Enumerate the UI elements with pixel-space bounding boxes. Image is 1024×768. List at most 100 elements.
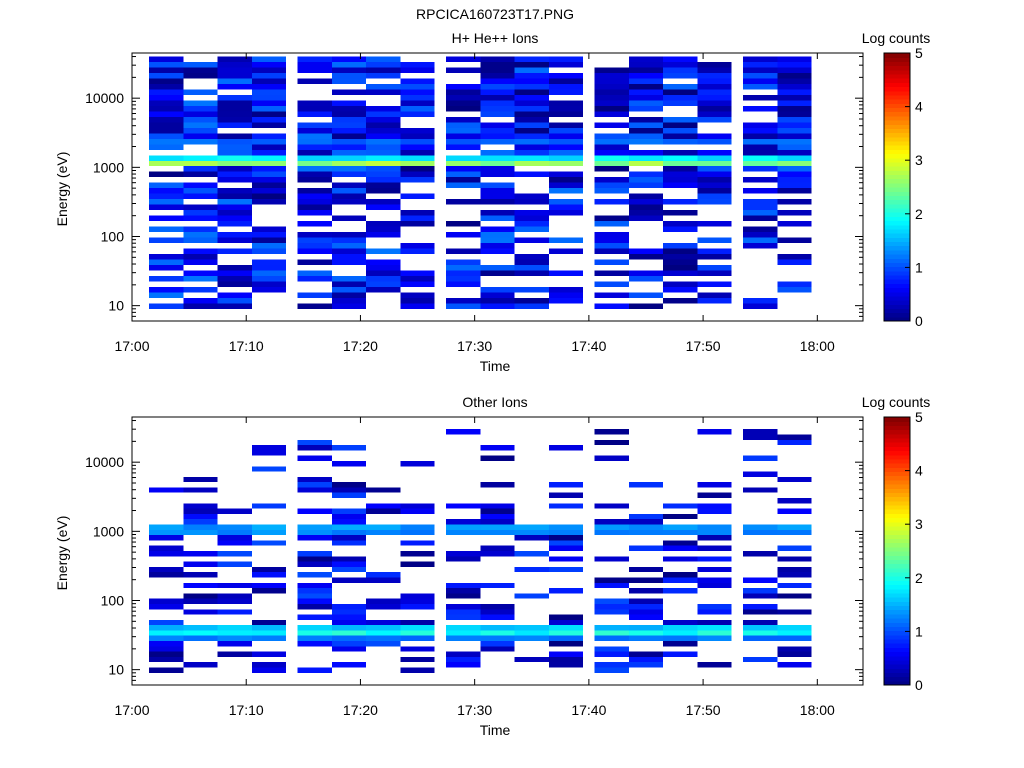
heatmap-cell xyxy=(480,545,515,551)
heatmap-cell xyxy=(331,275,367,282)
heatmap-cell xyxy=(400,561,435,567)
x-tick-label: 17:40 xyxy=(571,338,606,354)
heatmap-cell xyxy=(297,614,332,620)
heatmap-cell xyxy=(217,155,252,161)
heatmap-cell xyxy=(743,232,778,238)
heatmap-cell xyxy=(514,193,549,200)
heatmap-cell xyxy=(251,155,287,161)
heatmap-cell xyxy=(297,193,332,200)
heatmap-cell xyxy=(183,248,218,254)
heatmap-cell xyxy=(217,232,252,238)
heatmap-cell xyxy=(594,625,629,631)
heatmap-cell xyxy=(743,635,778,641)
colorbar-segment xyxy=(884,191,910,196)
colorbar-segment xyxy=(884,454,910,460)
heatmap-cell xyxy=(149,73,184,79)
heatmap-cell xyxy=(446,651,481,657)
heatmap-cell xyxy=(446,100,481,106)
colorbar-segment xyxy=(884,471,910,477)
heatmap-cell xyxy=(400,100,435,106)
heatmap-cell xyxy=(697,619,732,626)
heatmap-cell xyxy=(331,122,367,128)
heatmap-cell xyxy=(628,182,664,189)
colorbar-segment xyxy=(884,638,910,644)
colorbar-tick-label: 4 xyxy=(915,463,923,479)
heatmap-cell xyxy=(697,177,732,183)
heatmap-cell xyxy=(628,651,664,657)
y-tick-label: 10000 xyxy=(85,454,124,470)
heatmap-cell xyxy=(628,529,664,536)
heatmap-cell xyxy=(628,566,664,573)
heatmap-cell xyxy=(217,582,252,589)
heatmap-cell xyxy=(777,662,812,668)
heatmap-cell xyxy=(663,513,698,520)
heatmap-cell xyxy=(251,264,287,271)
heatmap-cell xyxy=(183,210,218,216)
heatmap-cell xyxy=(217,641,252,647)
heatmap-cell xyxy=(366,524,401,530)
heatmap-cell xyxy=(594,667,629,673)
heatmap-cell xyxy=(251,160,287,167)
heatmap-cell xyxy=(400,635,435,641)
heatmap-cell xyxy=(400,593,435,599)
colorbar-segment xyxy=(884,111,910,117)
heatmap-cell xyxy=(594,155,629,161)
heatmap-cell xyxy=(400,144,435,150)
colorbar-tick-label: 0 xyxy=(915,677,923,693)
heatmap-cell xyxy=(400,551,435,557)
heatmap-cell xyxy=(446,588,481,594)
heatmap-cell xyxy=(663,84,698,90)
heatmap-cell xyxy=(628,630,664,636)
heatmap-cell xyxy=(400,292,435,298)
heatmap-cell xyxy=(297,177,332,183)
heatmap-cell xyxy=(514,111,549,117)
heatmap-cell xyxy=(183,171,218,178)
colorbar-segment xyxy=(884,613,910,619)
colorbar-segment xyxy=(884,187,910,192)
heatmap-cell xyxy=(548,482,584,488)
panel-1-content: 17:00 17:10 17:20 17:30 17:40 17:50 18:0010100… xyxy=(85,409,923,718)
heatmap-cell xyxy=(183,662,218,668)
heatmap-cell xyxy=(663,254,698,260)
heatmap-cell xyxy=(628,248,664,254)
heatmap-cell xyxy=(400,171,435,178)
heatmap-cell xyxy=(400,78,435,84)
heatmap-cell xyxy=(217,292,252,298)
heatmap-cell xyxy=(628,100,664,106)
heatmap-cell xyxy=(777,556,812,562)
heatmap-cell xyxy=(594,556,629,562)
heatmap-cell xyxy=(446,127,481,134)
colorbar-segment xyxy=(884,517,910,523)
heatmap-cell xyxy=(297,122,332,128)
heatmap-cell xyxy=(149,215,184,222)
heatmap-cell xyxy=(594,144,629,150)
x-axis-label: Time xyxy=(480,358,511,374)
heatmap-cell xyxy=(548,122,584,128)
heatmap-cell xyxy=(331,492,367,498)
heatmap-cell xyxy=(400,303,435,309)
heatmap-cell xyxy=(183,105,218,112)
heatmap-cell xyxy=(297,292,332,298)
colorbar-segment xyxy=(884,571,910,577)
heatmap-cell xyxy=(548,111,584,117)
colorbar-segment xyxy=(884,559,910,565)
heatmap-cell xyxy=(663,127,698,134)
heatmap-cell xyxy=(331,556,367,562)
heatmap-cell xyxy=(777,498,812,504)
colorbar-segment xyxy=(884,609,910,615)
heatmap-cell xyxy=(446,116,481,123)
heatmap-cell xyxy=(743,434,778,440)
heatmap-cell xyxy=(663,270,698,276)
heatmap-cell xyxy=(297,237,332,243)
y-tick-label: 10 xyxy=(108,298,124,314)
heatmap-cell xyxy=(297,232,332,238)
heatmap-cell xyxy=(777,78,812,84)
colorbar-segment xyxy=(884,421,910,426)
heatmap-cell xyxy=(366,487,401,493)
heatmap-cell xyxy=(777,171,812,178)
colorbar-segment xyxy=(884,563,910,569)
heatmap-cell xyxy=(548,540,584,546)
heatmap-cell xyxy=(628,199,664,205)
heatmap-cell xyxy=(548,545,584,551)
heatmap-cell xyxy=(366,604,401,610)
